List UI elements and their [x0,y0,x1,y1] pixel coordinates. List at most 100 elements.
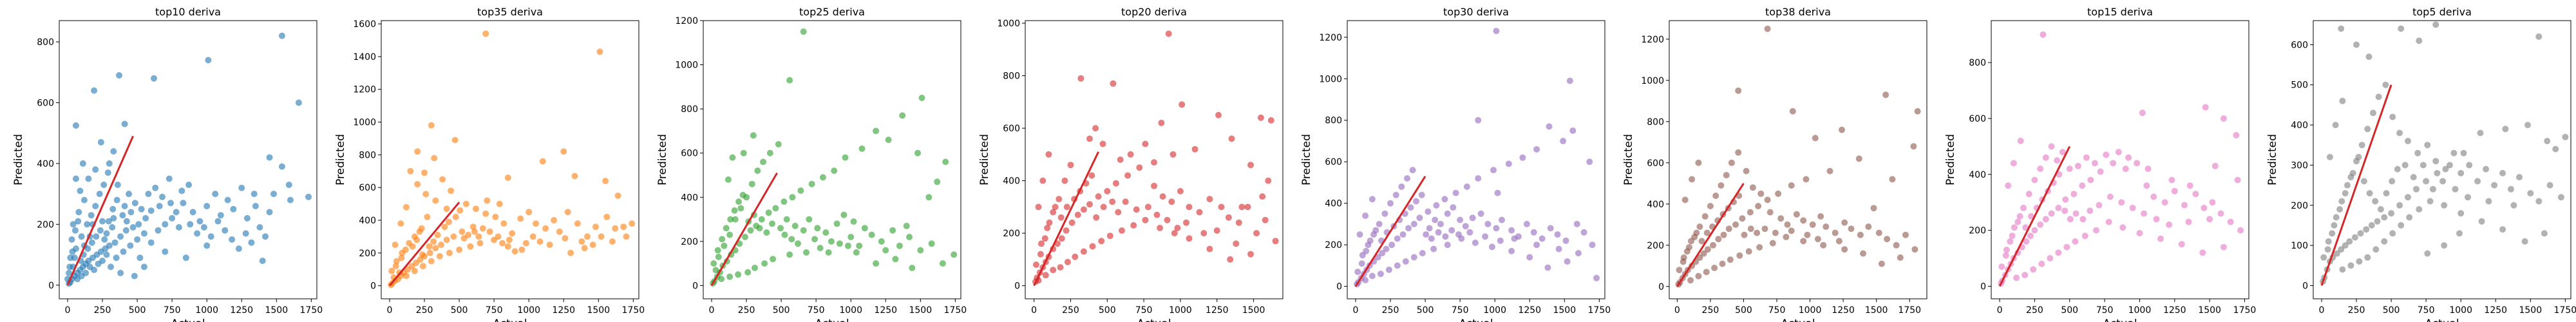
data-point [145,191,152,198]
data-point [70,221,77,228]
data-point [92,166,99,173]
data-point [2011,224,2018,231]
y-tick-label: 300 [2291,160,2308,171]
data-point [419,263,426,270]
data-point [1398,183,1405,190]
data-point [1109,198,1116,205]
x-tick-label: 750 [1135,305,1153,316]
data-point [2429,185,2436,193]
data-point [739,191,746,198]
data-point [2329,230,2336,237]
data-point [2562,133,2569,140]
data-point [2339,266,2346,273]
scatter-series [388,30,636,289]
data-point [729,154,736,161]
data-point [769,220,775,227]
data-point [421,169,428,176]
data-point [1707,203,1714,209]
data-point [2042,216,2049,223]
data-point [2349,169,2356,176]
x-tick-label: 1000 [1169,305,1192,316]
subplot-7: top15 deriva 0 250 500 750 1000 1250 1500 1750 0 2… [1944,6,2256,322]
data-point [1826,167,1833,175]
data-point [2360,178,2367,185]
data-point [428,122,435,129]
y-axis-label: Predicted [2266,134,2279,185]
data-point [2510,202,2517,209]
x-tick-label: 1000 [839,305,862,316]
data-point [1080,248,1087,255]
y-axis-label: Predicted [1944,134,1957,185]
x-tick-label: 1250 [2163,305,2186,316]
data-point [819,174,826,181]
data-point [432,245,439,252]
x-tick-label: 500 [773,305,790,316]
data-point [402,204,410,211]
data-point [131,272,138,279]
data-point [1130,222,1137,229]
data-point [2389,113,2396,120]
data-point [402,272,410,279]
data-point [1379,250,1386,257]
data-point [439,176,446,183]
y-tick-label: 0 [48,281,54,291]
data-point [1136,164,1143,171]
data-point [603,213,611,220]
data-point [1586,158,1593,166]
data-point [1267,117,1274,124]
data-point [1914,108,1921,115]
data-point [2357,230,2364,237]
data-point [2332,122,2339,129]
data-point [1775,190,1782,197]
data-point [715,253,722,260]
data-point [105,218,112,225]
x-tick-label: 250 [1062,305,1079,316]
data-point [2234,176,2241,184]
reference-line [1354,175,1426,287]
data-point [1247,162,1254,169]
x-tick-label: 1750 [622,305,645,316]
data-point [1127,151,1134,158]
x-axis-label: Actual [2103,317,2137,322]
data-point [747,227,754,234]
data-point [1526,254,1533,261]
y-tick-label: 800 [1325,116,1342,126]
data-point [196,218,204,225]
data-point [939,260,946,267]
data-point [1857,231,1864,238]
data-point [473,205,479,213]
data-point [914,149,921,156]
y-tick-label: 0 [370,281,376,292]
data-point [1727,256,1734,263]
data-point [407,167,414,175]
data-point [2061,207,2069,214]
data-point [1817,213,1824,220]
x-axis-label: Actual [1459,317,1493,322]
data-point [1882,91,1889,99]
data-point [1735,149,1742,156]
data-point [426,249,433,256]
data-point [858,145,866,152]
data-point [726,273,734,280]
data-point [402,246,409,253]
data-point [103,230,110,237]
data-point [278,32,285,39]
y-tick-label: 500 [2291,80,2308,91]
y-tick-label: 600 [359,183,376,193]
data-point [445,218,452,225]
data-point [1719,260,1726,267]
data-point [2079,216,2087,223]
data-point [441,223,448,231]
data-point [424,213,431,220]
y-tick-label: 1200 [675,16,698,26]
data-point [1788,227,1795,234]
data-point [737,205,744,212]
data-point [1394,235,1401,242]
data-point [775,141,782,147]
y-tick-label: 0 [2302,281,2308,291]
data-point [732,216,739,223]
y-tick-label: 600 [1969,114,1986,124]
data-point [735,198,743,205]
data-point [2474,178,2481,185]
data-point [844,242,851,249]
